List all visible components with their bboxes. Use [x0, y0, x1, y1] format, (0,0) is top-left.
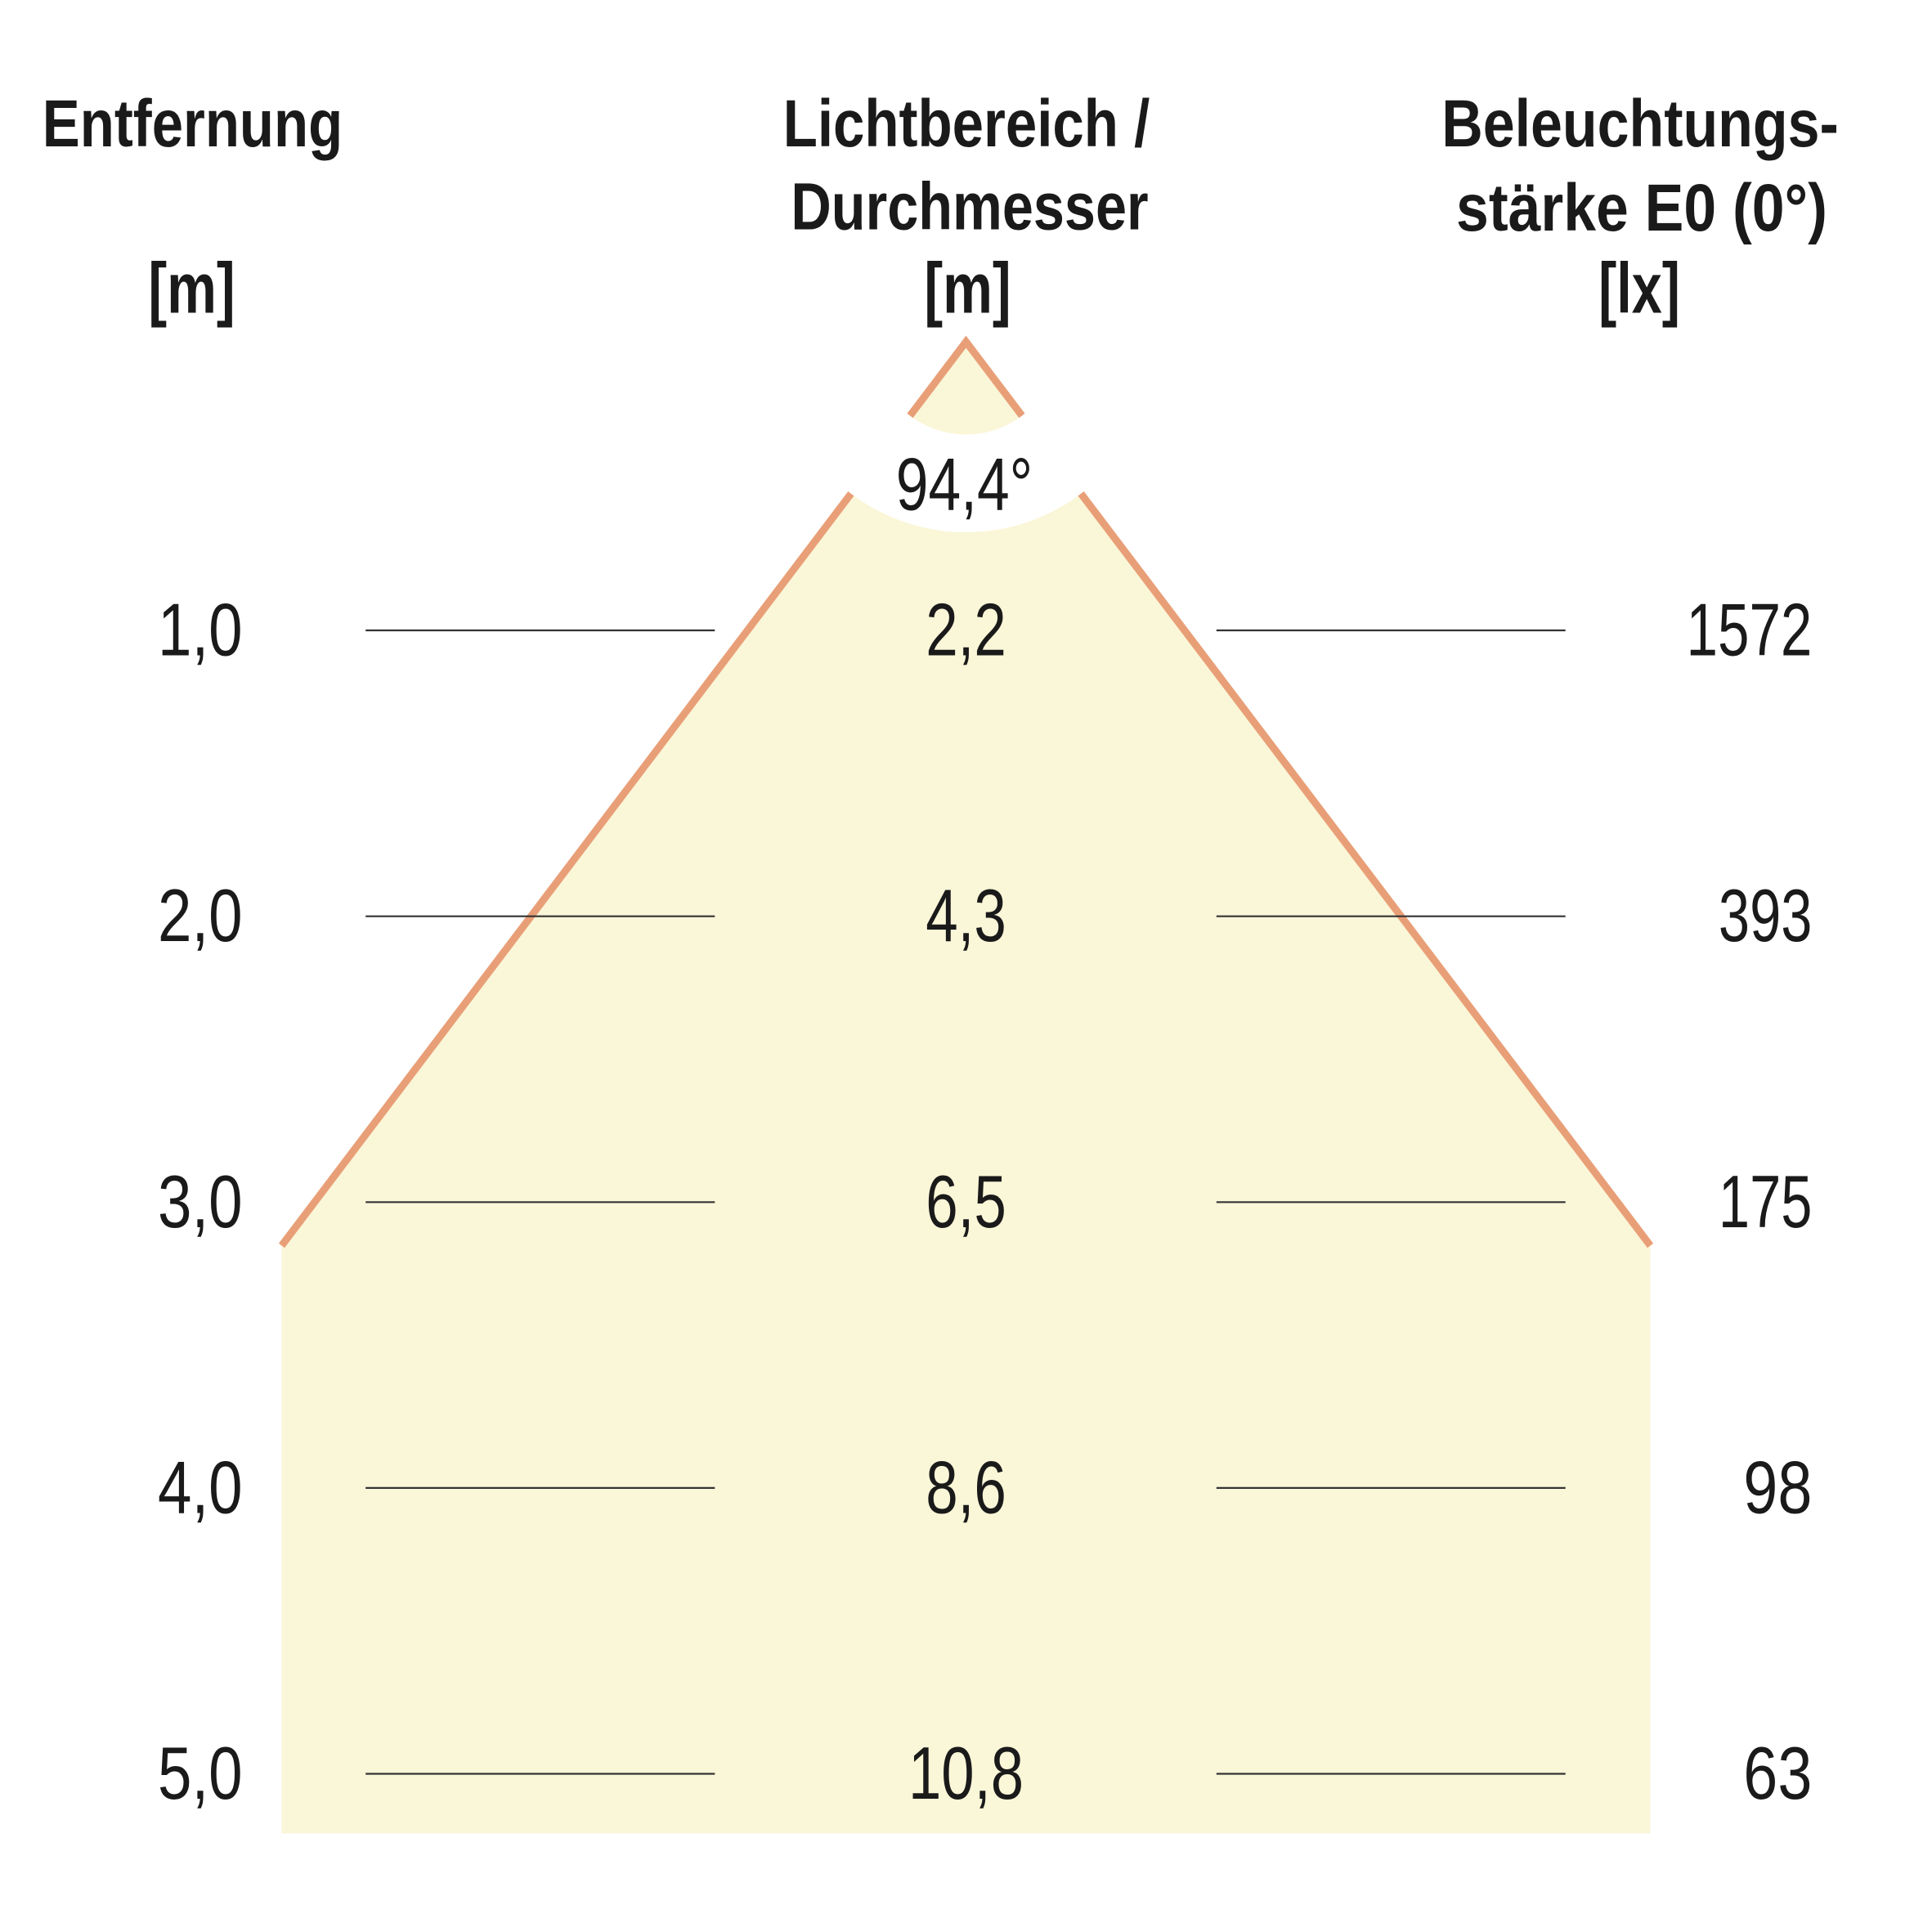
svg-text:10,8: 10,8 [908, 1733, 1024, 1815]
svg-text:2,2: 2,2 [926, 589, 1006, 672]
svg-text:stärke E0 (0°): stärke E0 (0°) [1456, 170, 1827, 245]
svg-text:Entfernung: Entfernung [43, 86, 343, 161]
svg-text:2,0: 2,0 [158, 874, 243, 957]
svg-text:6,5: 6,5 [926, 1160, 1006, 1244]
svg-text:[m]: [m] [924, 249, 1011, 329]
svg-text:175: 175 [1719, 1160, 1812, 1244]
svg-text:393: 393 [1719, 875, 1812, 958]
svg-text:Lichtbereich /: Lichtbereich / [783, 86, 1150, 161]
svg-text:[lx]: [lx] [1598, 249, 1680, 329]
svg-text:4,0: 4,0 [158, 1446, 243, 1529]
svg-text:5,0: 5,0 [158, 1732, 243, 1815]
svg-text:1,0: 1,0 [158, 588, 243, 671]
svg-text:8,6: 8,6 [926, 1446, 1006, 1530]
svg-text:Durchmesser: Durchmesser [791, 169, 1148, 244]
svg-text:98: 98 [1743, 1446, 1812, 1529]
svg-text:4,3: 4,3 [926, 875, 1006, 958]
svg-text:Beleuchtungs-: Beleuchtungs- [1441, 87, 1838, 161]
svg-text:63: 63 [1743, 1731, 1812, 1814]
svg-text:[m]: [m] [148, 249, 235, 329]
svg-text:1572: 1572 [1686, 589, 1812, 671]
svg-text:94,4°: 94,4° [896, 443, 1033, 526]
svg-text:3,0: 3,0 [158, 1160, 243, 1244]
